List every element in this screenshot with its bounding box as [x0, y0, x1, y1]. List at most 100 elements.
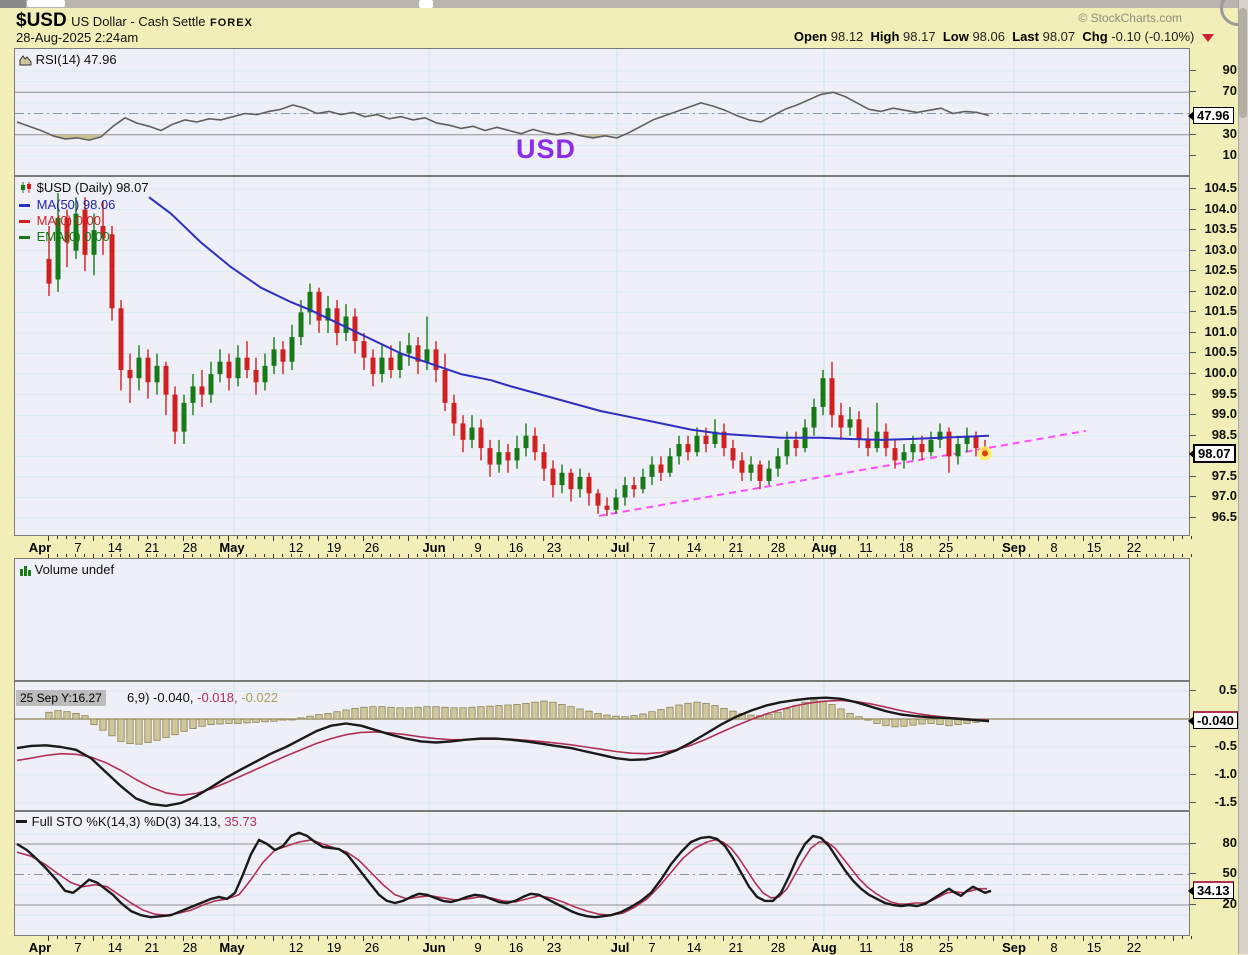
- date-tick: [255, 936, 256, 939]
- date-tick: [957, 554, 958, 557]
- date-tick: [66, 536, 67, 539]
- date-label: 25: [938, 940, 954, 955]
- date-tick: [1074, 536, 1075, 539]
- axis-tick: [1190, 134, 1196, 135]
- date-tick: [273, 536, 274, 541]
- date-tick: [363, 936, 364, 941]
- rsi-plot: [15, 49, 1189, 175]
- date-tick: [1119, 554, 1120, 557]
- date-tick: [57, 554, 58, 557]
- date-tick: [1191, 936, 1192, 939]
- date-tick: [489, 536, 490, 539]
- browser-scrollbar[interactable]: [1238, 0, 1248, 954]
- date-tick: [1056, 536, 1057, 539]
- quote-line: Open 98.12 High 98.17 Low 98.06 Last 98.…: [794, 29, 1214, 44]
- axis-tick: [1190, 435, 1196, 436]
- date-tick: [1038, 936, 1039, 941]
- date-tick: [237, 536, 238, 539]
- date-tick: [84, 936, 85, 939]
- date-tick: [1155, 536, 1156, 539]
- date-label: 14: [107, 940, 123, 955]
- date-tick: [417, 554, 418, 557]
- browser-tab-fragment[interactable]: [27, 0, 65, 7]
- date-tick: [948, 936, 949, 941]
- date-tick: [93, 536, 94, 541]
- date-label: 21: [144, 940, 160, 955]
- axis-tick: [1190, 91, 1196, 92]
- date-tick: [363, 536, 364, 541]
- date-tick: [660, 536, 661, 539]
- date-tick: [75, 936, 76, 939]
- date-tick: [354, 936, 355, 939]
- date-tick: [1038, 554, 1039, 559]
- date-tick: [588, 554, 589, 559]
- quote-dropdown-icon[interactable]: [1202, 33, 1214, 42]
- date-tick: [156, 554, 157, 557]
- date-tick: [1182, 936, 1183, 939]
- date-tick: [336, 554, 337, 557]
- axis-label: 103.5: [1204, 221, 1237, 236]
- area-chart-icon: [19, 55, 32, 66]
- date-tick: [732, 536, 733, 539]
- date-tick: [984, 536, 985, 539]
- date-tick: [300, 536, 301, 539]
- date-tick: [588, 936, 589, 941]
- date-tick: [1164, 554, 1165, 557]
- date-tick: [165, 554, 166, 557]
- date-label: 26: [364, 540, 380, 555]
- date-tick: [1047, 936, 1048, 939]
- date-tick: [1128, 554, 1129, 559]
- date-tick: [237, 554, 238, 557]
- scrollbar-thumb[interactable]: [1239, 8, 1247, 118]
- date-tick: [183, 936, 184, 941]
- date-tick: [534, 936, 535, 939]
- axis-tick: [1190, 517, 1196, 518]
- date-label: 18: [898, 940, 914, 955]
- date-tick: [543, 554, 544, 559]
- date-tick: [876, 554, 877, 557]
- date-tick: [732, 554, 733, 557]
- date-tick: [597, 936, 598, 939]
- date-tick: [606, 554, 607, 557]
- date-tick: [1137, 936, 1138, 939]
- date-label: 14: [107, 540, 123, 555]
- date-tick: [795, 936, 796, 939]
- axis-tick: [1190, 843, 1196, 844]
- date-label: 15: [1086, 540, 1102, 555]
- date-tick: [840, 936, 841, 939]
- date-label: 22: [1126, 940, 1142, 955]
- date-tick: [48, 554, 49, 559]
- date-label: 8: [1050, 540, 1058, 555]
- date-tick: [804, 536, 805, 539]
- date-tick: [408, 536, 409, 541]
- date-tick: [1155, 936, 1156, 939]
- date-tick: [516, 554, 517, 557]
- date-tick: [939, 936, 940, 939]
- date-tick: [687, 936, 688, 939]
- date-label: Sep: [1002, 940, 1026, 955]
- date-tick: [552, 936, 553, 939]
- date-tick: [651, 936, 652, 939]
- date-tick: [165, 936, 166, 939]
- date-tick: [507, 936, 508, 939]
- date-tick: [741, 554, 742, 557]
- date-label: 16: [508, 940, 524, 955]
- date-tick: [318, 536, 319, 541]
- date-tick: [921, 536, 922, 539]
- date-tick: [813, 536, 814, 541]
- date-tick: [579, 554, 580, 557]
- date-label: 21: [728, 940, 744, 955]
- date-tick: [1173, 536, 1174, 541]
- date-tick: [426, 936, 427, 939]
- date-tick: [480, 554, 481, 557]
- date-label: 15: [1086, 940, 1102, 955]
- axis-label: 102.0: [1204, 283, 1237, 298]
- date-label: 19: [326, 540, 342, 555]
- date-tick: [201, 554, 202, 557]
- date-tick: [543, 536, 544, 541]
- date-tick: [1110, 936, 1111, 939]
- browser-tab-fragment-2[interactable]: [419, 0, 433, 8]
- date-tick: [678, 536, 679, 541]
- date-tick: [687, 554, 688, 557]
- date-tick: [759, 936, 760, 939]
